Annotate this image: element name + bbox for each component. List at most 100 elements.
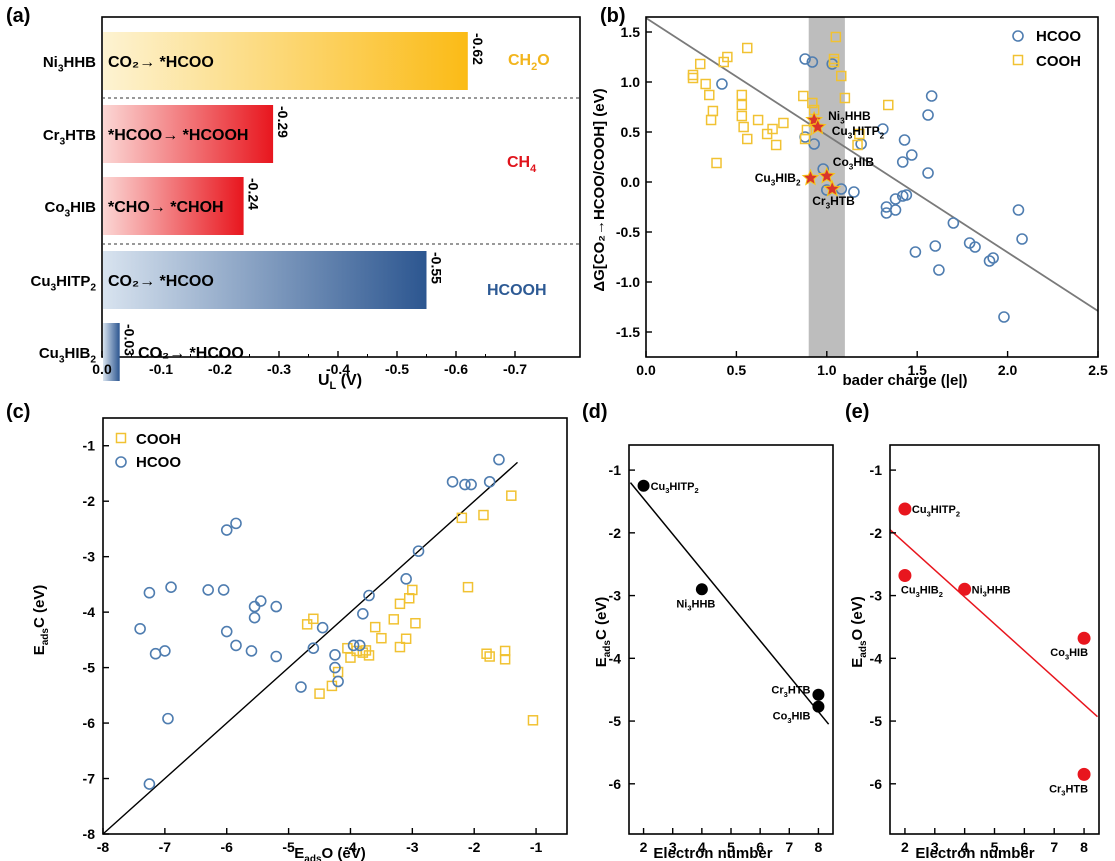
point-cooh xyxy=(736,110,748,122)
point xyxy=(695,583,708,596)
point-cooh xyxy=(314,688,325,699)
point xyxy=(898,502,912,516)
group-labels-a: CH2O CH4 HCOOH xyxy=(487,52,550,299)
legend-label: HCOO xyxy=(136,454,181,471)
point-hcoo xyxy=(162,712,174,725)
point-label: Ni3HHB xyxy=(972,584,1011,598)
x-tick-label: -0.6 xyxy=(444,361,468,377)
x-tick-label: 5 xyxy=(727,839,735,855)
bars-a: Ni3HHB -0.62 CO₂→ *HCOO Cr3HTB -0.29 *HCOO→ *… xyxy=(30,32,486,381)
point xyxy=(1077,631,1091,645)
y-tick-label: -2 xyxy=(83,493,96,509)
panel-label-c: (c) xyxy=(6,401,30,423)
panel-label-b: (b) xyxy=(600,5,626,27)
plot-frame xyxy=(628,444,834,835)
x-tick-label: 2.5 xyxy=(1088,362,1108,378)
point-hcoo xyxy=(493,453,505,466)
y-tick-label: -4 xyxy=(609,650,622,666)
point-hcoo xyxy=(896,156,909,168)
y-tick-label: 0.5 xyxy=(621,124,641,140)
point-hcoo xyxy=(332,675,344,688)
point-hcoo xyxy=(929,240,942,252)
point-hcoo xyxy=(353,639,366,652)
bar xyxy=(103,177,244,235)
reaction-step-label: *HCOO→ *HCOOH xyxy=(108,127,248,144)
reaction-step-label: CO₂→ *HCOO xyxy=(138,345,244,362)
point-hcoo xyxy=(159,645,171,657)
x-tick-label: -3 xyxy=(406,839,419,855)
point-hcoo xyxy=(254,595,267,607)
point-hcoo xyxy=(245,645,258,657)
x-tick-label: -6 xyxy=(221,839,234,855)
y-tick-label: -1 xyxy=(609,462,622,478)
x-tick-label: -0.5 xyxy=(385,361,409,377)
point-cooh xyxy=(854,128,865,140)
x-tick-label: 5 xyxy=(991,839,999,855)
y-tick-label: -5 xyxy=(83,660,96,676)
point-hcoo xyxy=(909,246,922,258)
plot-frame xyxy=(102,417,568,835)
point-hcoo xyxy=(947,217,960,229)
x-tick-label: -0.2 xyxy=(208,361,232,377)
point-hcoo xyxy=(889,204,902,216)
point-cooh xyxy=(342,642,353,654)
y-tick-label: -1 xyxy=(870,462,883,478)
point-cooh xyxy=(481,648,492,659)
point xyxy=(1077,767,1091,781)
point-cooh xyxy=(705,114,717,126)
bar xyxy=(103,323,120,381)
point-cooh xyxy=(883,99,894,111)
point-cooh xyxy=(700,78,711,90)
point-cooh xyxy=(357,647,369,658)
point-hcoo xyxy=(922,167,934,179)
point-cooh xyxy=(741,133,753,145)
point-cooh xyxy=(694,58,706,70)
y-axis-label-b: ΔG[CO₂→HCOO/COOH] (eV) xyxy=(591,88,608,291)
y-tick-label: -1 xyxy=(83,438,96,454)
point-label: Cr3HTB xyxy=(771,685,810,699)
panel-a-frame xyxy=(101,16,581,358)
point-hcoo xyxy=(143,586,156,599)
point-cooh xyxy=(301,619,313,630)
reaction-step-label: *CHO→ *CHOH xyxy=(108,199,224,216)
point-hcoo xyxy=(270,600,283,613)
point-cooh xyxy=(484,651,495,662)
point xyxy=(637,479,650,492)
point-hcoo xyxy=(998,311,1010,323)
y-axis-label-d: EadsC (eV) xyxy=(593,597,613,668)
point-cooh xyxy=(830,31,842,43)
y-tick-label: -8 xyxy=(83,826,96,842)
value-label: -0.55 xyxy=(429,252,445,284)
point-cooh xyxy=(369,621,381,633)
point-hcoo xyxy=(922,109,934,121)
y-tick-label: -3 xyxy=(83,549,96,565)
legend-label: COOH xyxy=(136,431,181,448)
point-hcoo xyxy=(969,241,981,253)
x-axis-label-c: EadsO (eV) xyxy=(294,845,365,861)
point-hcoo xyxy=(465,478,477,491)
point xyxy=(898,569,912,583)
reaction-step-label: CO₂→ *HCOO xyxy=(108,54,214,71)
x-tick-label: 8 xyxy=(815,839,823,855)
point-cooh xyxy=(345,652,356,663)
point-hcoo xyxy=(149,647,162,660)
x-axis-a: 0.0 -0.1 -0.2 -0.3 -0.4 -0.5 -0.6 -0.7 xyxy=(92,351,527,377)
point-hcoo xyxy=(877,123,889,135)
point-hcoo xyxy=(400,573,412,585)
x-tick-label: 3 xyxy=(669,839,677,855)
highlight-star xyxy=(817,166,836,184)
highlight-star xyxy=(823,179,842,197)
point-hcoo xyxy=(316,621,329,634)
panel-label-d: (d) xyxy=(582,401,608,423)
point-cooh xyxy=(767,123,778,135)
point-hcoo xyxy=(1016,233,1028,245)
y-tick-label: -6 xyxy=(609,776,622,792)
x-tick-label: 0.0 xyxy=(636,362,656,378)
plot-e: Cu3HITP2 Cu3HIB2 Ni3HHB Co3HIB Cr3HTB 2 3 4 5 6 7 8… xyxy=(870,444,1100,855)
point-cooh xyxy=(456,512,468,524)
point-cooh xyxy=(738,121,749,133)
point-hcoo xyxy=(363,589,375,602)
y-tick-label: 1.5 xyxy=(621,24,641,40)
point-hcoo xyxy=(806,56,819,68)
